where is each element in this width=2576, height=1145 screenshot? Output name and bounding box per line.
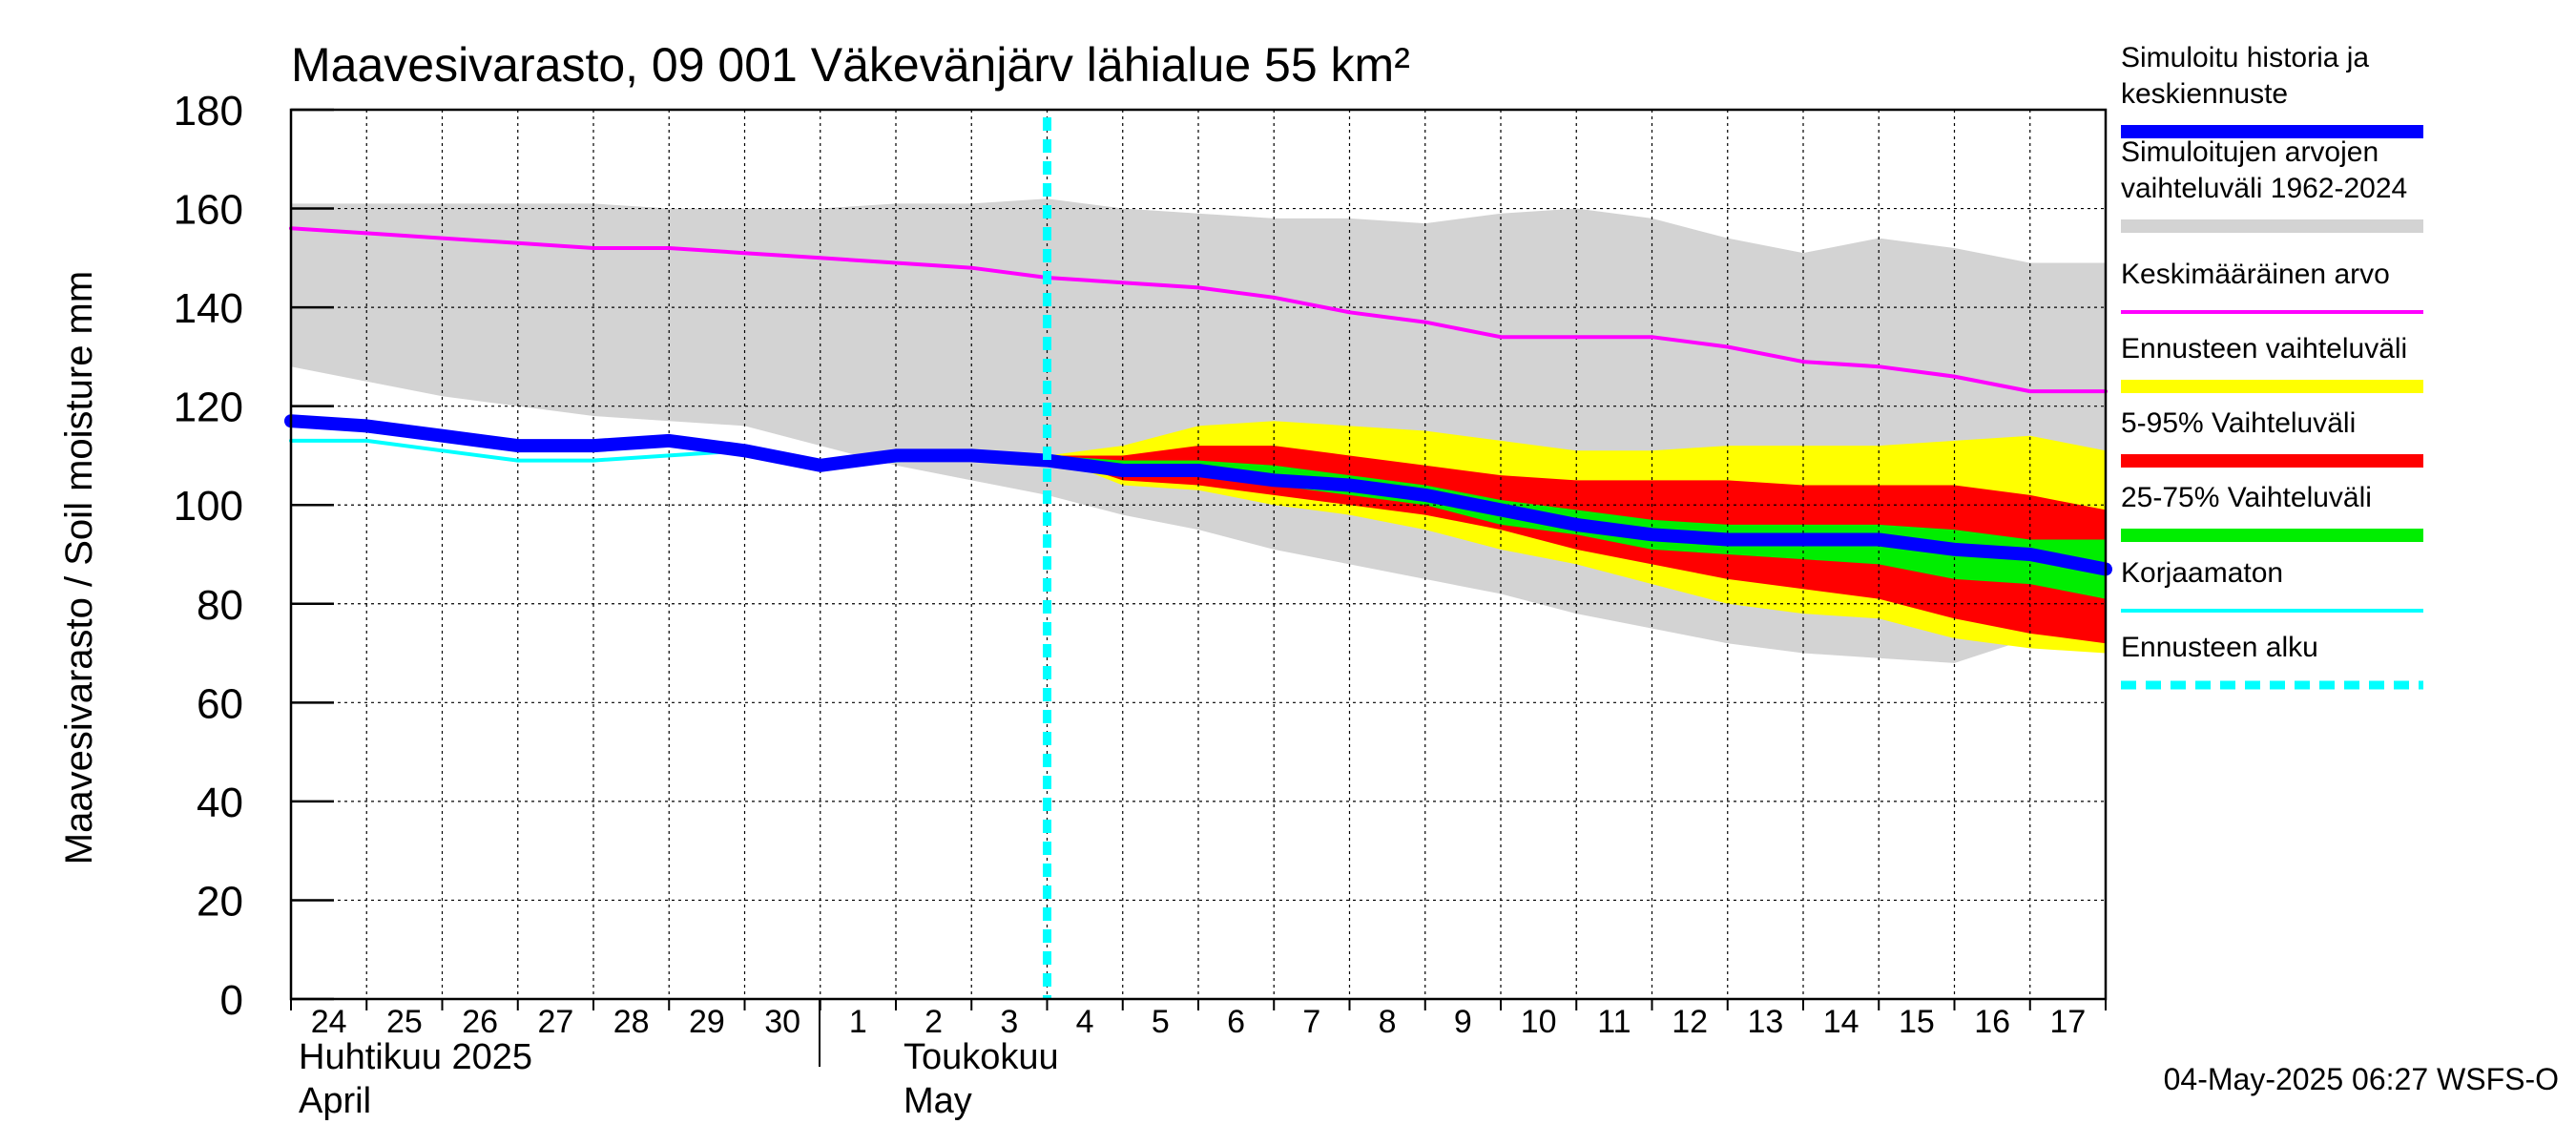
x-day-label: 13 [1747, 1004, 1783, 1040]
y-tick-label: 60 [197, 680, 243, 727]
month-label-english: May [904, 1081, 972, 1121]
x-day-label: 28 [613, 1004, 650, 1040]
legend-label: 25-75% Vaihteluväli [2121, 482, 2372, 513]
x-day-label: 17 [2049, 1004, 2086, 1040]
x-day-label: 9 [1454, 1004, 1472, 1040]
x-day-label: 27 [537, 1004, 573, 1040]
month-label: Huhtikuu 2025 [299, 1037, 532, 1077]
y-tick-label: 0 [220, 977, 243, 1024]
x-day-label: 29 [689, 1004, 725, 1040]
legend-label: Korjaamaton [2121, 557, 2283, 589]
month-label: Toukokuu [904, 1037, 1059, 1077]
legend: Simuloitu historia ja keskiennuste Simuloi… [2121, 42, 2423, 690]
month-label-english: April [299, 1081, 371, 1121]
x-day-label: 26 [462, 1004, 498, 1040]
x-day-label: 8 [1379, 1004, 1397, 1040]
y-tick-label: 80 [197, 582, 243, 629]
legend-label: 5-95% Vaihteluväli [2121, 407, 2356, 439]
line-layer [284, 117, 2112, 999]
x-day-label: 30 [764, 1004, 800, 1040]
line-series-3 [284, 414, 2112, 576]
legend-label: Ennusteen vaihteluväli [2121, 333, 2407, 364]
x-day-label: 11 [1597, 1004, 1631, 1040]
y-axis-label: Maavesivarasto / Soil moisture mm [58, 271, 100, 864]
legend-label: keskiennuste [2121, 78, 2288, 110]
x-day-label: 16 [1974, 1004, 2010, 1040]
y-tick-label: 120 [174, 385, 243, 431]
y-tick-label: 160 [174, 187, 243, 234]
y-tick-label: 140 [174, 285, 243, 332]
y-tick-label: 40 [197, 780, 243, 826]
x-day-label: 6 [1227, 1004, 1245, 1040]
x-day-label: 25 [386, 1004, 423, 1040]
x-day-label: 14 [1823, 1004, 1859, 1040]
legend-label: Keskimääräinen arvo [2121, 259, 2390, 290]
x-day-label: 10 [1521, 1004, 1557, 1040]
x-day-label: 7 [1302, 1004, 1320, 1040]
timestamp: 04-May-2025 06:27 WSFS-O [2164, 1062, 2559, 1096]
y-tick-label: 100 [174, 483, 243, 530]
x-day-label: 24 [311, 1004, 347, 1040]
x-day-label: 2 [924, 1004, 943, 1040]
x-day-label: 4 [1076, 1004, 1094, 1040]
x-day-label: 5 [1152, 1004, 1170, 1040]
line-series-1 [289, 226, 2108, 394]
chart-title: Maavesivarasto, 09 001 Väkevänjärv lähia… [291, 38, 1410, 92]
y-tick-label: 20 [197, 878, 243, 925]
x-day-label: 1 [849, 1004, 867, 1040]
legend-label: Simuloitu historia ja [2121, 42, 2369, 73]
legend-label: vaihteluväli 1962-2024 [2121, 173, 2407, 204]
y-tick-label: 180 [174, 88, 243, 135]
x-day-label: 3 [1000, 1004, 1018, 1040]
x-day-label: 12 [1672, 1004, 1708, 1040]
legend-label: Ennusteen alku [2121, 632, 2318, 663]
legend-label: Simuloitujen arvojen [2121, 136, 2379, 168]
x-day-label: 15 [1899, 1004, 1935, 1040]
